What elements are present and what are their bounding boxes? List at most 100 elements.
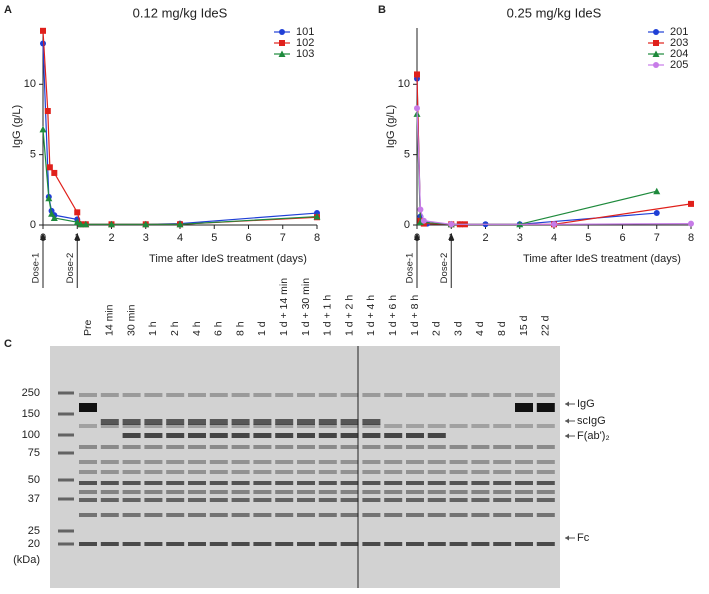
gel-band: [188, 498, 206, 502]
gel-band: [406, 445, 424, 449]
gel-band: [275, 498, 294, 502]
gel-band: [406, 513, 424, 517]
gel-band: [406, 542, 424, 546]
ladder-band: [58, 412, 74, 416]
gel-band: [318, 513, 337, 517]
gel-band: [493, 460, 512, 464]
arrow-head: [74, 233, 81, 240]
panel-letter: B: [378, 4, 386, 16]
marker-label: 37: [28, 493, 40, 505]
gel-band: [79, 424, 97, 428]
chart-title: 0.12 mg/kg IdeS: [133, 5, 228, 20]
gel-band: [144, 445, 163, 449]
series-line: [416, 78, 657, 225]
gel-band: [166, 498, 185, 502]
annotation: Dose-2: [439, 253, 450, 284]
gel-band: [536, 424, 555, 428]
gel-band: [318, 460, 337, 464]
gel-band: [406, 460, 424, 464]
gel-band: [384, 481, 403, 485]
point: [77, 220, 85, 228]
gel-band: [231, 460, 250, 464]
marker-label: 50: [28, 474, 40, 486]
gel-band: [144, 490, 163, 494]
gel-band: [427, 424, 446, 428]
gel-band: [384, 490, 403, 494]
gel-band: [493, 513, 512, 517]
legend-label: 204: [670, 48, 688, 60]
gel-band: [122, 460, 141, 464]
gel-band: [471, 542, 490, 546]
ladder-band: [58, 391, 74, 395]
gel-band: [275, 424, 294, 428]
gel-band: [253, 490, 272, 494]
point: [313, 213, 321, 220]
point: [40, 27, 46, 34]
lane-label: 1 h: [147, 321, 159, 336]
x-tick-label: 4: [177, 232, 183, 244]
gel-band: [253, 393, 272, 397]
arrow-head: [565, 401, 569, 407]
lane-label: 30 min: [125, 304, 137, 336]
gel-band: [79, 513, 97, 517]
gel-band: [297, 460, 315, 464]
x-tick-label: 3: [143, 232, 149, 244]
ladder-band: [58, 497, 74, 501]
gel-band: [515, 445, 533, 449]
gel-band: [406, 470, 424, 474]
gel-band: [515, 403, 533, 412]
gel-band: [449, 393, 468, 397]
ladder-band: [58, 542, 74, 546]
lane-label: 2 h: [169, 321, 181, 336]
x-tick-label: 2: [108, 232, 114, 244]
gel-band: [406, 490, 424, 494]
lane-label: 1 d + 2 h: [343, 295, 355, 336]
point: [551, 221, 557, 228]
gel-band: [144, 542, 163, 546]
gel-band: [209, 498, 228, 502]
gel-band: [318, 481, 337, 485]
gel-band: [297, 542, 315, 546]
x-tick-label: 6: [619, 232, 625, 244]
gel-band: [231, 393, 250, 397]
gel-band: [100, 481, 119, 485]
y-tick-label: 10: [398, 78, 410, 90]
gel-band: [231, 445, 250, 449]
gel-band: [231, 542, 250, 546]
legend-label: 103: [296, 48, 314, 60]
point: [448, 221, 455, 228]
x-tick-label: 4: [551, 232, 557, 244]
gel-band: [144, 481, 163, 485]
gel-band: [144, 419, 163, 425]
gel-band: [493, 470, 512, 474]
legend-label: 205: [670, 59, 688, 71]
gel-band: [449, 445, 468, 449]
lane-label: 1 d + 8 h: [409, 295, 421, 336]
gel-band: [188, 393, 206, 397]
gel-band: [144, 513, 163, 517]
x-tick-label: 7: [654, 232, 660, 244]
gel-band: [515, 542, 533, 546]
marker-label: 20: [28, 538, 40, 550]
arrow-head: [565, 418, 569, 424]
point: [420, 217, 427, 224]
gel-band: [100, 490, 119, 494]
gel-band: [427, 460, 446, 464]
x-tick-label: 6: [245, 232, 251, 244]
lane-label: 6 h: [213, 321, 225, 336]
gel-band: [340, 419, 359, 425]
gel-band: [362, 498, 381, 502]
gel-band: [471, 424, 490, 428]
panel-letter: A: [4, 4, 12, 16]
point: [73, 218, 81, 226]
y-tick-label: 5: [404, 149, 410, 161]
gel-band: [166, 424, 185, 428]
gel-band: [188, 513, 206, 517]
gel-band: [449, 498, 468, 502]
gel-band: [79, 470, 97, 474]
gel-band: [340, 498, 359, 502]
gel-band: [449, 513, 468, 517]
gel-band: [79, 481, 97, 485]
gel-band: [253, 470, 272, 474]
gel-band: [253, 542, 272, 546]
